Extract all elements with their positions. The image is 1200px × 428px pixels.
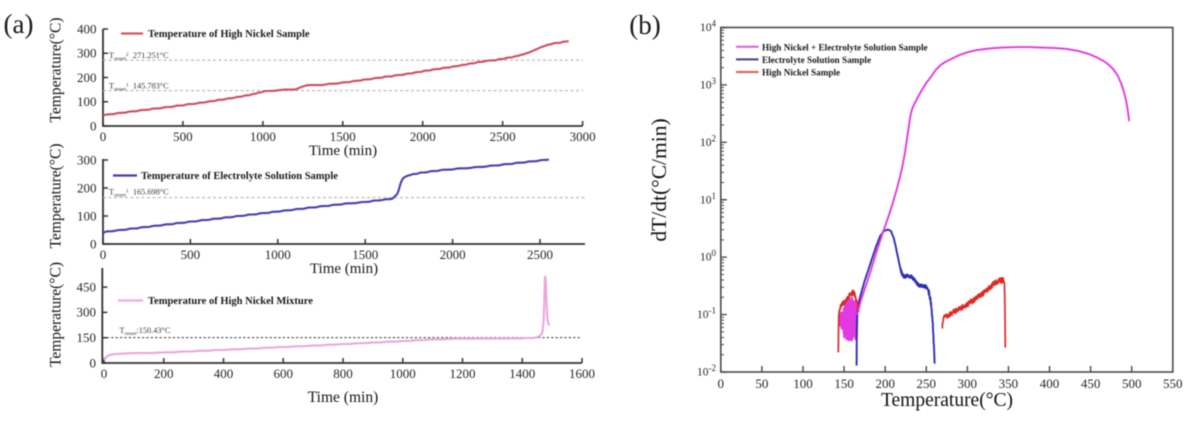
svg-text:High Nickel + Electrolyte Solu: High Nickel + Electrolyte Solution Sampl…	[762, 42, 928, 52]
svg-text:Temperature(°C): Temperature(°C)	[48, 144, 65, 249]
svg-text:Electrolyte Solution Sample: Electrolyte Solution Sample	[762, 55, 871, 65]
svg-text:0: 0	[100, 129, 107, 144]
svg-text:Tonset2 271.251°C: Tonset2 271.251°C	[109, 51, 169, 62]
svg-text:1200: 1200	[450, 366, 476, 381]
svg-text:0: 0	[100, 247, 107, 262]
svg-text:Tonset1 165.698°C: Tonset1 165.698°C	[109, 188, 169, 199]
svg-text:2000: 2000	[440, 247, 466, 262]
svg-text:Temperature of High Nickel Sam: Temperature of High Nickel Sample	[148, 29, 310, 40]
svg-text:1000: 1000	[390, 366, 416, 381]
svg-text:350: 350	[999, 376, 1019, 391]
svg-text:500: 500	[173, 129, 193, 144]
svg-text:Tonset:150.43°C: Tonset:150.43°C	[120, 326, 171, 337]
svg-text:250: 250	[917, 376, 937, 391]
svg-text:0: 0	[90, 236, 97, 251]
svg-text:0: 0	[90, 355, 97, 370]
svg-text:Time (min): Time (min)	[310, 261, 378, 277]
svg-text:150: 150	[77, 330, 97, 345]
svg-text:Tonset1 145.783°C: Tonset1 145.783°C	[109, 82, 169, 93]
svg-text:(a): (a)	[4, 9, 34, 39]
svg-text:0: 0	[90, 118, 97, 133]
svg-text:100: 100	[77, 94, 97, 109]
svg-text:300: 300	[77, 46, 97, 61]
svg-text:1500: 1500	[352, 247, 378, 262]
svg-text:Temperature(°C): Temperature(°C)	[48, 262, 65, 367]
svg-text:1000: 1000	[265, 247, 291, 262]
svg-text:450: 450	[77, 279, 97, 294]
svg-text:Time (min): Time (min)	[308, 389, 378, 406]
svg-text:200: 200	[77, 70, 97, 85]
svg-text:200: 200	[875, 376, 895, 391]
svg-text:100: 100	[793, 376, 813, 391]
svg-text:Time (min): Time (min)	[309, 143, 377, 159]
svg-text:0: 0	[718, 376, 725, 391]
svg-text:dT/dt(°C/min): dT/dt(°C/min)	[647, 118, 671, 241]
svg-text:450: 450	[1081, 376, 1101, 391]
svg-text:Temperature of High Nickel Mix: Temperature of High Nickel Mixture	[148, 296, 313, 307]
svg-text:3000: 3000	[570, 129, 596, 144]
svg-text:550: 550	[1163, 376, 1183, 391]
svg-text:400: 400	[77, 21, 97, 36]
svg-text:2000: 2000	[410, 129, 436, 144]
svg-text:600: 600	[273, 366, 293, 381]
svg-text:400: 400	[1040, 376, 1060, 391]
svg-text:500: 500	[181, 247, 201, 262]
svg-text:300: 300	[77, 152, 97, 167]
svg-text:1000: 1000	[250, 129, 276, 144]
svg-text:500: 500	[1122, 376, 1142, 391]
svg-text:Temperature(°C): Temperature(°C)	[48, 18, 65, 123]
svg-text:1500: 1500	[330, 129, 356, 144]
svg-text:800: 800	[333, 366, 353, 381]
svg-text:2500: 2500	[490, 129, 516, 144]
svg-text:2500: 2500	[527, 247, 553, 262]
svg-text:300: 300	[77, 305, 97, 320]
svg-text:High Nickel Sample: High Nickel Sample	[762, 68, 840, 78]
svg-text:100: 100	[77, 208, 97, 223]
svg-text:Temperature of Electrolyte Sol: Temperature of Electrolyte Solution Samp…	[141, 171, 338, 182]
svg-text:(b): (b)	[629, 10, 660, 40]
svg-text:Temperature(°C): Temperature(°C)	[881, 390, 1013, 411]
svg-text:1600: 1600	[569, 366, 595, 381]
svg-text:1400: 1400	[509, 366, 535, 381]
svg-text:300: 300	[958, 376, 978, 391]
svg-text:200: 200	[154, 366, 174, 381]
svg-text:50: 50	[755, 376, 768, 391]
svg-text:400: 400	[214, 366, 234, 381]
svg-text:0: 0	[101, 366, 108, 381]
svg-text:150: 150	[834, 376, 854, 391]
svg-text:200: 200	[77, 180, 97, 195]
